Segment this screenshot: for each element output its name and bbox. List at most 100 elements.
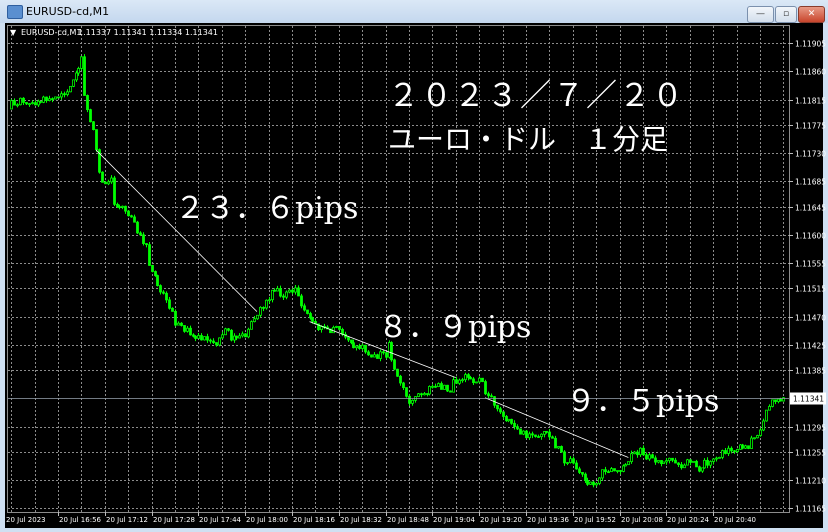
candle-body — [630, 453, 633, 463]
candle-body — [227, 328, 230, 331]
candle-body — [370, 354, 373, 358]
y-axis-label: 1.11165 — [795, 505, 826, 514]
candle-body — [730, 447, 733, 452]
candle-body — [373, 354, 376, 358]
x-axis-label: 20 Jul 19:04 — [433, 516, 476, 524]
x-axis-label: 20 Jul 19:20 — [480, 516, 522, 524]
candle-body — [782, 397, 785, 402]
candle-body — [545, 431, 548, 433]
candle-body — [25, 102, 28, 105]
trendline — [484, 397, 629, 458]
candle-body — [513, 422, 516, 428]
candle-body — [92, 121, 95, 130]
candle-body — [311, 317, 314, 322]
y-axis-label: 1.11645 — [795, 204, 826, 213]
candle-body — [335, 326, 338, 328]
candle-body — [347, 336, 350, 341]
candle-body — [262, 306, 265, 309]
candle-body — [665, 460, 668, 463]
candle-body — [107, 181, 110, 185]
candle-body — [396, 368, 399, 377]
candle-body — [674, 459, 677, 464]
candle-body — [750, 437, 753, 449]
candle-body — [230, 329, 233, 341]
candle-body — [352, 342, 355, 349]
candle-body — [481, 377, 484, 382]
candle-body — [77, 68, 80, 74]
candle-body — [364, 344, 367, 353]
candle-body — [566, 462, 569, 464]
plot-frame — [7, 25, 790, 513]
candle-body — [69, 85, 72, 93]
candle-body — [22, 97, 25, 103]
candle-body — [145, 243, 148, 246]
maximize-button[interactable]: ▫ — [775, 6, 797, 23]
candle-body — [89, 109, 92, 123]
close-button[interactable]: ✕ — [798, 6, 825, 23]
candle-body — [273, 289, 276, 292]
candle-body — [469, 377, 472, 380]
candle-body — [709, 461, 712, 466]
candle-body — [350, 339, 353, 344]
candle-body — [624, 464, 627, 467]
candle-body — [16, 104, 19, 107]
candle-body — [701, 467, 704, 472]
candle-body — [54, 96, 57, 100]
annotation-move-1: ２３．６pips — [175, 191, 358, 226]
candle-body — [540, 433, 543, 438]
candle-body — [218, 337, 221, 346]
candle-body — [744, 445, 747, 449]
candle-body — [139, 232, 142, 236]
candle-body — [113, 177, 116, 205]
candle-body — [127, 210, 130, 217]
window-titlebar: EURUSD-cd,M1 — ▫ ✕ — [0, 0, 828, 23]
y-axis-label: 1.11860 — [795, 68, 826, 77]
candle-body — [288, 289, 291, 293]
candle-body — [151, 265, 154, 272]
candle-body — [484, 381, 487, 395]
candle-body — [171, 307, 174, 312]
candle-body — [768, 406, 771, 411]
chart-menu-arrow-icon[interactable]: ▼ — [10, 28, 17, 37]
candle-body — [235, 335, 238, 339]
candle-body — [581, 472, 584, 475]
candle-body — [557, 446, 560, 449]
candle-body — [642, 447, 645, 456]
candle-body — [317, 323, 320, 330]
candle-body — [256, 314, 259, 320]
candle-body — [285, 291, 288, 298]
candle-body — [221, 334, 224, 339]
candle-body — [452, 379, 455, 393]
candle-body — [42, 96, 45, 103]
candle-body — [279, 288, 282, 297]
candle-body — [34, 102, 37, 106]
candle-body — [75, 72, 78, 81]
candle-body — [727, 447, 730, 454]
candle-body — [121, 205, 124, 208]
candle-body — [265, 299, 268, 309]
x-axis-label: 20 Jul 17:12 — [106, 516, 148, 524]
x-axis-label: 20 Jul 20:24 — [667, 516, 710, 524]
candle-body — [461, 379, 464, 382]
candle-body — [142, 234, 145, 244]
minimize-button[interactable]: — — [747, 6, 774, 23]
x-axis-label: 20 Jul 19:36 — [527, 516, 570, 524]
candle-body — [212, 340, 215, 343]
candle-body — [431, 385, 434, 388]
candle-body — [28, 103, 31, 106]
candle-body — [165, 292, 168, 301]
candle-body — [522, 430, 525, 435]
candle-body — [633, 451, 636, 455]
candle-body — [487, 393, 490, 397]
candle-body — [376, 354, 379, 359]
candle-body — [259, 306, 262, 316]
candle-body — [385, 352, 388, 358]
trendline — [95, 149, 258, 312]
candle-body — [589, 481, 592, 485]
candle-body — [306, 309, 309, 314]
candle-body — [156, 275, 159, 286]
candle-body — [537, 436, 540, 438]
y-axis-label: 1.11730 — [795, 150, 826, 159]
candle-body — [382, 351, 385, 354]
